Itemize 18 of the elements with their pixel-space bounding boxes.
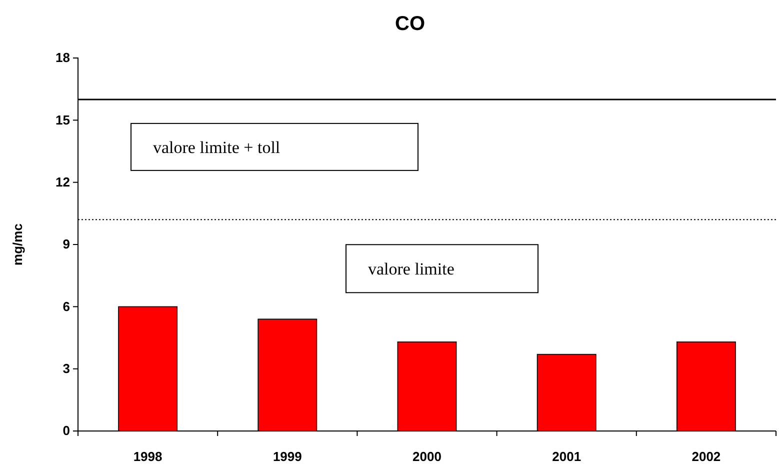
label-box: valore limite + toll — [130, 122, 418, 171]
y-axis-title: mg/mc — [10, 224, 25, 266]
ref-line-label: valore limite — [368, 260, 454, 279]
label-box: valore limite — [346, 244, 538, 294]
y-tick-label: 18 — [56, 50, 70, 66]
x-tick-label: 2002 — [692, 449, 721, 464]
x-tick-label: 2000 — [412, 449, 442, 464]
chart-title: CO — [395, 13, 425, 35]
y-tick-label: 9 — [62, 236, 70, 252]
ref-line-label: valore limite + toll — [153, 138, 280, 157]
y-tick-label: 6 — [62, 298, 70, 314]
y-tick-label: 0 — [62, 423, 70, 438]
x-tick-label: 1998 — [133, 449, 162, 464]
x-tick-label: 2001 — [552, 449, 582, 464]
y-tick-label: 12 — [56, 174, 70, 190]
y-tick-label: 3 — [62, 360, 70, 376]
x-tick-label: 1999 — [272, 449, 302, 464]
y-tick-label: 15 — [56, 112, 70, 128]
